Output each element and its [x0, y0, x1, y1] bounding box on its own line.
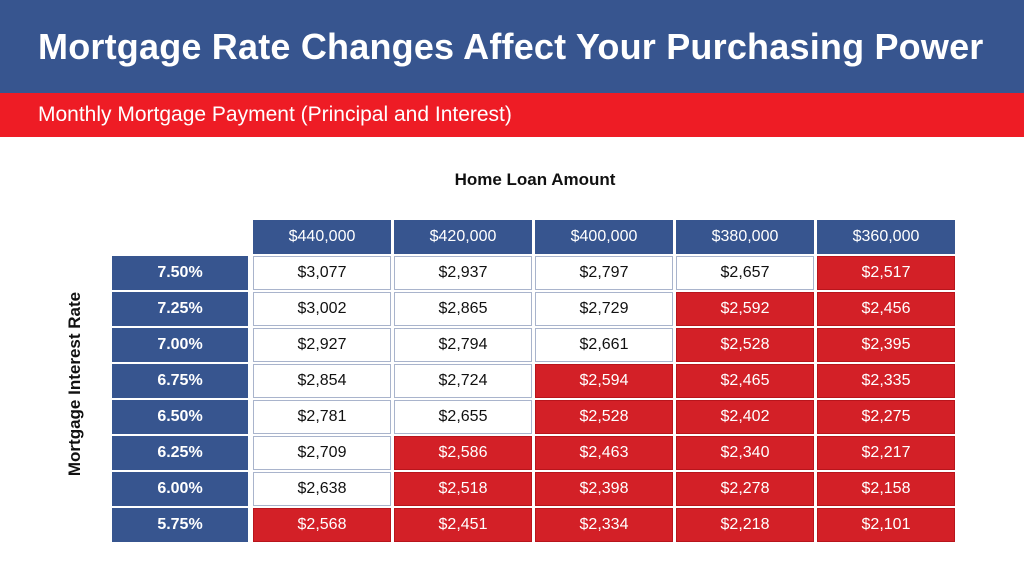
payment-cell: $2,335 [817, 364, 955, 398]
payment-cell: $2,586 [394, 436, 532, 470]
payment-cell: $2,528 [676, 328, 814, 362]
payment-cell: $2,854 [253, 364, 391, 398]
payment-cell: $2,781 [253, 400, 391, 434]
row-header: 7.50% [112, 256, 248, 290]
payment-cell: $3,077 [253, 256, 391, 290]
payment-cell: $2,334 [535, 508, 673, 542]
payment-cell: $2,927 [253, 328, 391, 362]
title-bar: Mortgage Rate Changes Affect Your Purcha… [0, 0, 1024, 93]
payment-cell: $2,395 [817, 328, 955, 362]
payment-cell: $2,729 [535, 292, 673, 326]
column-header: $420,000 [394, 220, 532, 254]
row-header: 6.50% [112, 400, 248, 434]
row-header: 7.00% [112, 328, 248, 362]
payment-cell: $2,518 [394, 472, 532, 506]
row-header: 7.25% [112, 292, 248, 326]
payment-cell: $2,661 [535, 328, 673, 362]
row-header: 6.00% [112, 472, 248, 506]
column-header: $360,000 [817, 220, 955, 254]
payment-cell: $2,937 [394, 256, 532, 290]
payment-cell: $2,398 [535, 472, 673, 506]
column-header: $440,000 [253, 220, 391, 254]
payment-cell: $2,594 [535, 364, 673, 398]
payment-cell: $2,865 [394, 292, 532, 326]
column-axis-title: Home Loan Amount [454, 170, 616, 189]
payment-cell: $2,724 [394, 364, 532, 398]
page-subtitle: Monthly Mortgage Payment (Principal and … [38, 103, 512, 126]
column-header: $380,000 [676, 220, 814, 254]
payment-cell: $2,340 [676, 436, 814, 470]
payment-cell: $2,278 [676, 472, 814, 506]
page-title: Mortgage Rate Changes Affect Your Purcha… [38, 25, 984, 67]
payment-cell: $2,709 [253, 436, 391, 470]
payment-cell: $2,451 [394, 508, 532, 542]
payment-cell: $2,158 [817, 472, 955, 506]
payment-cell: $2,402 [676, 400, 814, 434]
payment-cell: $3,002 [253, 292, 391, 326]
payment-cell: $2,528 [535, 400, 673, 434]
payment-cell: $2,275 [817, 400, 955, 434]
payment-cell: $2,101 [817, 508, 955, 542]
row-header: 6.25% [112, 436, 248, 470]
row-header: 5.75% [112, 508, 248, 542]
payment-cell: $2,638 [253, 472, 391, 506]
payment-cell: $2,568 [253, 508, 391, 542]
payment-cell: $2,655 [394, 400, 532, 434]
row-axis-title: Mortgage Interest Rate [65, 291, 84, 477]
column-header: $400,000 [535, 220, 673, 254]
payment-cell: $2,218 [676, 508, 814, 542]
payment-cell: $2,465 [676, 364, 814, 398]
payment-cell: $2,592 [676, 292, 814, 326]
subtitle-bar: Monthly Mortgage Payment (Principal and … [0, 93, 1024, 137]
row-header: 6.75% [112, 364, 248, 398]
payment-cell: $2,517 [817, 256, 955, 290]
payment-cell: $2,794 [394, 328, 532, 362]
payment-cell: $2,456 [817, 292, 955, 326]
payment-cell: $2,463 [535, 436, 673, 470]
payment-cell: $2,217 [817, 436, 955, 470]
payment-cell: $2,797 [535, 256, 673, 290]
payment-cell: $2,657 [676, 256, 814, 290]
